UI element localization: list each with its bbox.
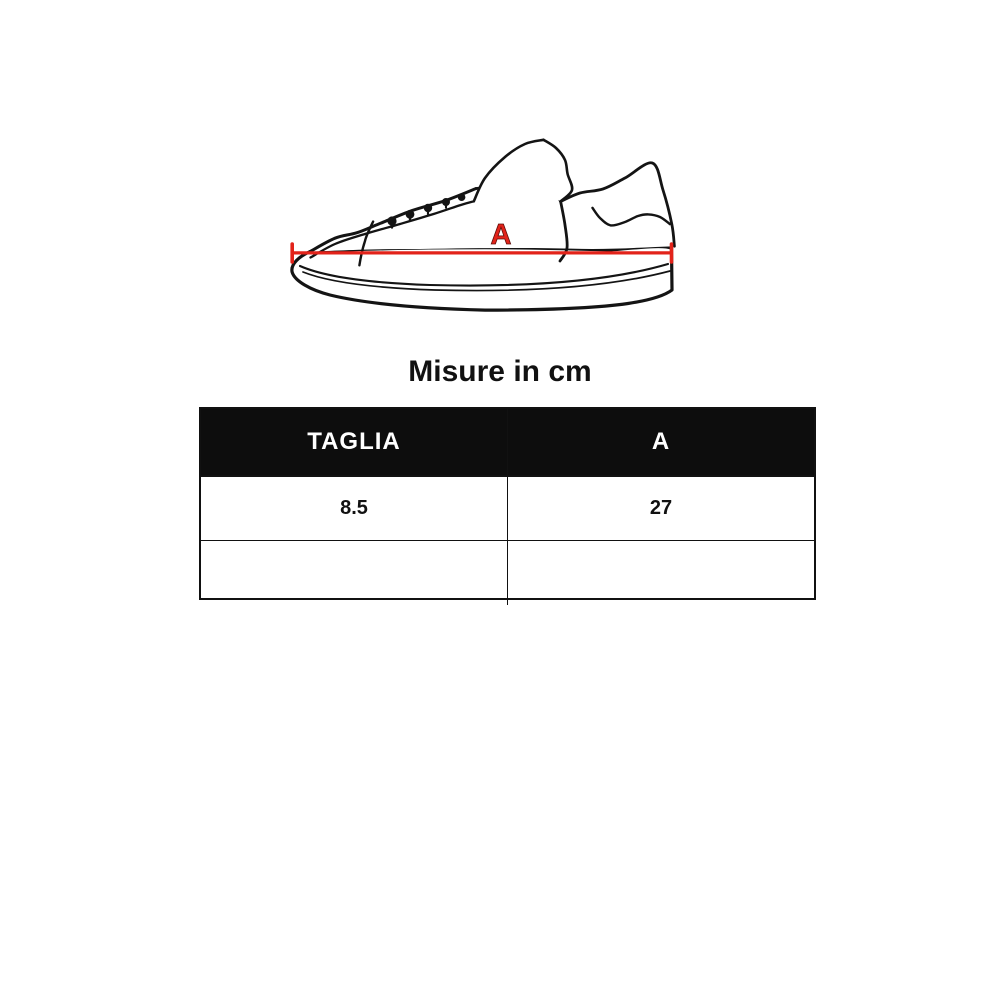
svg-text:A: A xyxy=(491,219,512,251)
